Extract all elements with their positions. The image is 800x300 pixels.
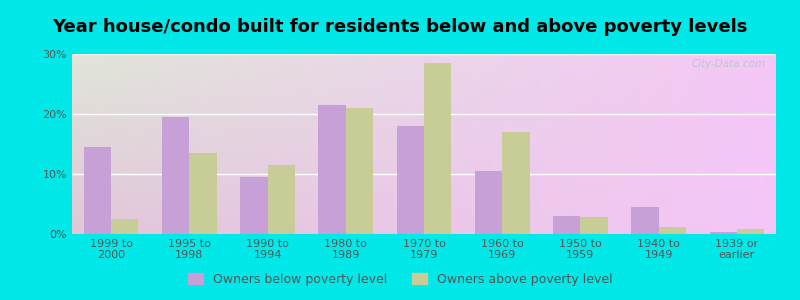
Legend: Owners below poverty level, Owners above poverty level: Owners below poverty level, Owners above…	[182, 268, 618, 291]
Bar	[346, 108, 373, 234]
Bar	[553, 216, 581, 234]
Bar	[581, 217, 608, 234]
Bar	[318, 105, 346, 234]
Bar	[710, 232, 737, 234]
Bar	[502, 132, 530, 234]
Bar	[737, 229, 764, 234]
Bar	[424, 63, 451, 234]
Bar	[84, 147, 111, 234]
Bar	[658, 227, 686, 234]
Bar	[475, 171, 502, 234]
Bar	[267, 165, 295, 234]
Text: Year house/condo built for residents below and above poverty levels: Year house/condo built for residents bel…	[52, 18, 748, 36]
Bar	[631, 207, 658, 234]
Bar	[397, 126, 424, 234]
Bar	[240, 177, 267, 234]
Bar	[111, 219, 138, 234]
Text: City-Data.com: City-Data.com	[691, 59, 766, 69]
Bar	[162, 117, 190, 234]
Bar	[190, 153, 217, 234]
